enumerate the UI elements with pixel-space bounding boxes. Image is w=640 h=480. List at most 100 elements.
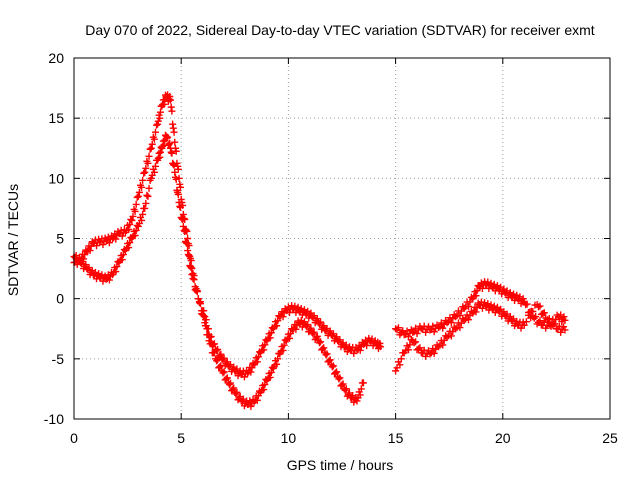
data-point [99,241,107,249]
data-point [193,288,201,296]
data-point [300,306,308,314]
data-point [359,379,367,387]
data-point [478,284,486,292]
data-point [176,183,184,191]
x-tick-label: 20 [495,430,511,446]
data-point [279,346,287,354]
data-point [113,263,121,271]
data-point [464,316,472,324]
data-point [322,351,330,359]
data-point [189,275,197,283]
data-point [230,384,238,392]
data-point [279,313,287,321]
data-point [430,328,438,336]
data-point [406,341,414,349]
data-point [188,271,196,279]
data-point [174,190,182,198]
data-point [266,334,274,342]
data-point [159,137,167,145]
data-point [174,165,182,173]
x-tick-label: 10 [281,430,297,446]
data-point [532,313,540,321]
data-point [253,358,261,366]
data-point [144,192,152,200]
data-point [510,290,518,298]
data-point [333,368,341,376]
data-point [291,302,299,310]
data-point [339,380,347,388]
data-point [169,160,177,168]
data-point [165,140,173,148]
data-point [430,349,438,357]
data-point [377,343,385,351]
data-point [413,330,421,338]
data-point [484,300,492,308]
data-point [513,317,521,325]
data-point [139,176,147,184]
data-point [535,303,543,311]
data-point [285,309,293,317]
data-point [396,361,404,369]
x-tick-label: 15 [388,430,404,446]
data-point [460,304,468,312]
data-point [181,227,189,235]
data-points [70,91,569,410]
data-point [118,232,126,240]
data-point [356,346,364,354]
data-point [156,153,164,161]
data-point [313,332,321,340]
data-point [294,303,302,311]
data-point [172,175,180,183]
y-tick-label: -10 [44,411,64,427]
data-point [163,134,171,142]
data-point [356,391,364,399]
data-point [292,325,300,333]
data-point [416,344,424,352]
data-point [456,324,464,332]
x-tick-label: 25 [602,430,618,446]
data-point [274,355,282,363]
data-point [217,362,225,370]
data-point [342,385,350,393]
data-point [141,168,149,176]
data-point [156,108,164,116]
data-point [487,279,495,287]
data-point [335,375,343,383]
data-point [473,287,481,295]
data-point [240,373,248,381]
data-point [135,188,143,196]
data-point [220,368,228,376]
data-point [320,344,328,352]
data-point [145,184,153,192]
data-point [317,318,325,326]
data-point [326,356,334,364]
data-point [125,225,133,233]
data-point [376,339,384,347]
data-point [83,248,91,256]
data-point [227,379,235,387]
data-point [133,193,141,201]
data-point [150,168,158,176]
data-point [139,210,147,218]
data-point [338,381,346,389]
data-point [452,313,460,321]
data-point [443,333,451,341]
data-point [328,363,336,371]
data-point [484,278,492,286]
data-point [202,322,210,330]
data-point [147,144,155,152]
data-point [222,375,230,383]
data-point [397,355,405,363]
data-point [128,216,136,224]
data-point [439,324,447,332]
data-point [319,345,327,353]
data-point [254,353,262,361]
data-point [105,239,113,247]
data-point [452,325,460,333]
data-point [98,271,106,279]
data-point [190,276,198,284]
data-point [150,135,158,143]
data-point [171,138,179,146]
data-point [144,159,152,167]
data-point [179,215,187,223]
